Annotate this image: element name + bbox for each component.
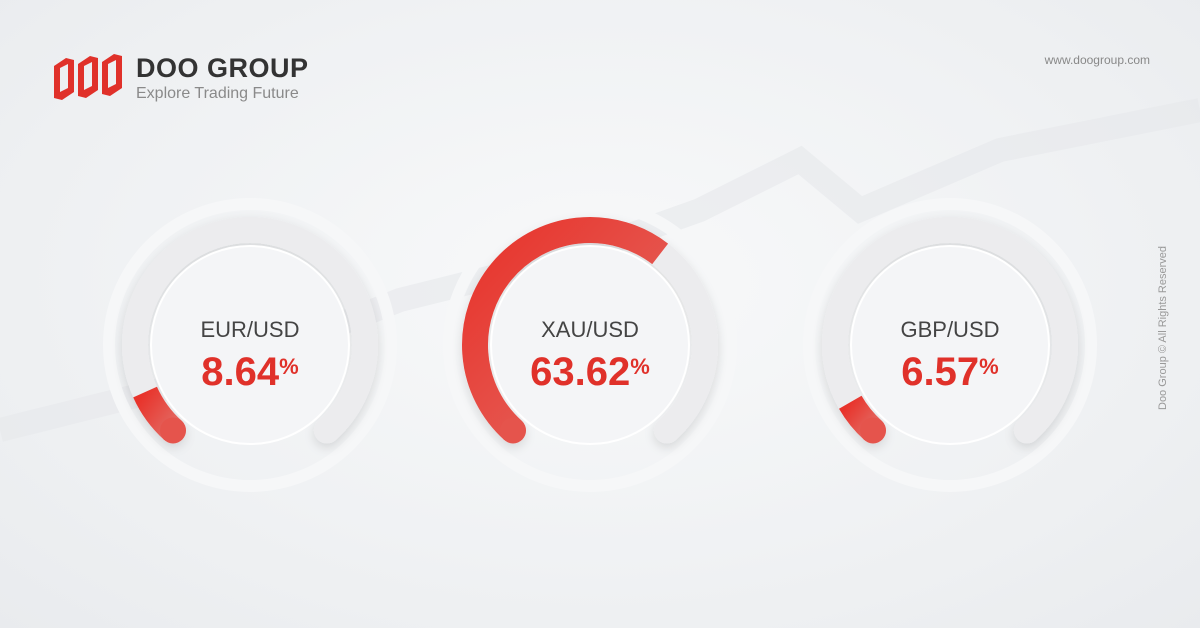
gauge-label: EUR/USD [200, 317, 300, 342]
gauge-value-number: 6.57 [901, 350, 980, 394]
gauge-face [850, 245, 1050, 445]
brand-name: DOO GROUP [136, 53, 309, 83]
gauge-label: XAU/USD [541, 317, 639, 342]
gauge-track [122, 217, 378, 444]
doo-logo-icon [54, 54, 122, 100]
gauge-fill [462, 217, 669, 441]
gauge-halo [803, 198, 1097, 492]
gauge-value-number: 8.64 [201, 350, 280, 394]
gauge-value-unit: % [979, 354, 999, 379]
gauge-value: 63.62% [460, 350, 720, 395]
website-url: www.doogroup.com [1044, 53, 1150, 67]
gauge-xau-usd [443, 198, 737, 492]
gauge-eur-usd [103, 198, 397, 492]
gauge-fill-cap [860, 417, 887, 444]
gauge-fill-cap [160, 417, 187, 444]
gauge-value-unit: % [630, 354, 650, 379]
gauge-value-unit: % [279, 354, 299, 379]
gauge-gbp-usd [803, 198, 1097, 492]
gauge-track [822, 217, 1078, 444]
gauge-halo [103, 198, 397, 492]
gauge-label: GBP/USD [900, 317, 1000, 342]
gauge-face [150, 245, 350, 445]
gauge-face [490, 245, 690, 445]
logo: DOO GROUP Explore Trading Future [52, 52, 309, 104]
tagline: Explore Trading Future [136, 85, 299, 102]
gauge-fill-cap [500, 417, 527, 444]
gauge-value: 6.57% [820, 350, 1080, 395]
gauge-value-number: 63.62 [530, 350, 631, 394]
gauge-halo [443, 198, 737, 492]
gauge-value: 8.64% [120, 350, 380, 395]
